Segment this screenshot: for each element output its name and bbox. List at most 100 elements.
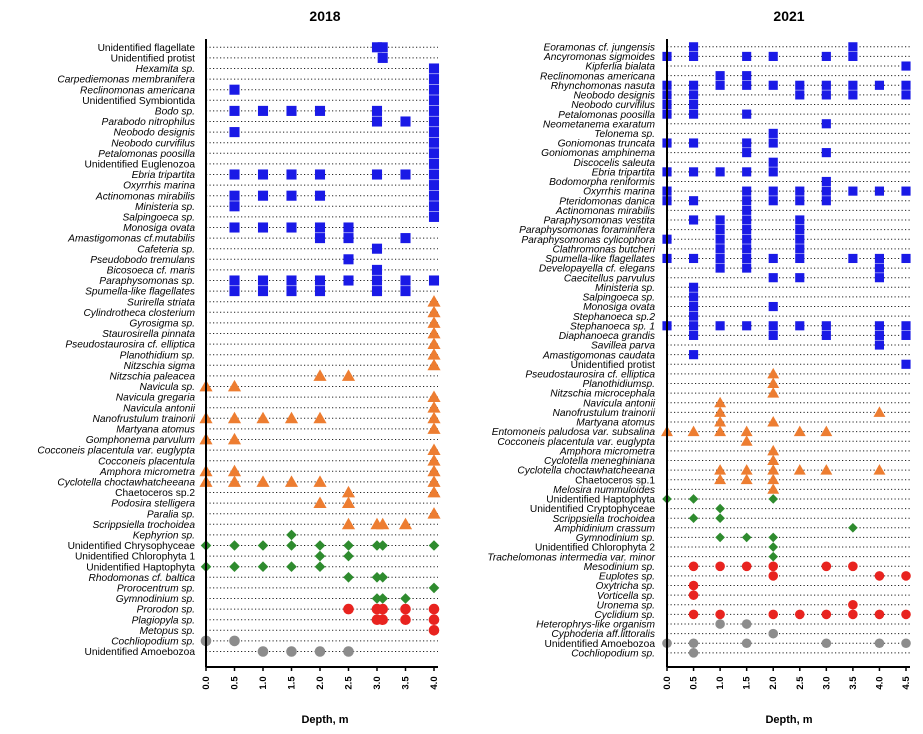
presence-marker-circle-red xyxy=(821,561,832,572)
presence-marker-square xyxy=(874,340,885,350)
presence-marker-triangle xyxy=(767,464,780,475)
presence-marker-square xyxy=(821,176,831,187)
presence-marker-diamond xyxy=(257,561,269,572)
species-label: Martyana atomus xyxy=(576,418,655,429)
presence-marker-diamond xyxy=(257,540,269,551)
presence-marker-square xyxy=(229,190,240,201)
presence-marker-square xyxy=(314,275,326,286)
presence-marker-square xyxy=(795,225,805,235)
presence-marker-square xyxy=(688,42,699,52)
presence-marker-square xyxy=(768,80,778,90)
panel-2018: 2018 Depth, m Unidentified flagellateUni… xyxy=(37,8,441,726)
presence-marker-triangle xyxy=(767,444,780,456)
presence-marker-triangle xyxy=(284,475,299,487)
species-label: Unidentified Cryptophyceae xyxy=(530,504,655,515)
presence-marker-square xyxy=(821,119,831,129)
presence-marker-square xyxy=(688,292,699,302)
presence-marker-triangle xyxy=(427,337,441,350)
presence-marker-square xyxy=(428,169,440,180)
presence-marker-square xyxy=(901,90,911,100)
species-label: Scrippsiella trochoidea xyxy=(93,520,196,531)
presence-marker-circle-grey xyxy=(688,638,699,649)
species-label: Prorocentrum sp. xyxy=(117,584,195,595)
presence-marker-triangle xyxy=(427,401,441,413)
species-label: Cyphoderia aff.littoralis xyxy=(551,629,655,640)
species-label: Oxytricha sp. xyxy=(596,581,655,592)
presence-marker-square xyxy=(688,80,699,90)
presence-marker-square xyxy=(428,116,440,127)
species-label: Chaetoceros sp.2 xyxy=(115,488,195,499)
presence-marker-square xyxy=(229,201,240,212)
presence-marker-triangle xyxy=(873,406,886,417)
presence-marker-triangle xyxy=(313,411,327,424)
presence-marker-triangle xyxy=(427,390,441,403)
species-label: Nitzschia sigma xyxy=(124,361,196,372)
presence-marker-diamond xyxy=(768,532,779,543)
species-label: Goniomonas truncata xyxy=(558,139,656,150)
species-label: Monosiga ovata xyxy=(583,302,655,313)
presence-marker-square xyxy=(688,109,699,119)
presence-marker-square xyxy=(821,196,831,206)
species-label: Martyana atomus xyxy=(116,425,195,436)
presence-marker-square xyxy=(848,186,858,196)
species-label: Parabodo nitrophilus xyxy=(102,117,195,128)
x-tick-label: 4.5 xyxy=(901,676,912,690)
presence-marker-square xyxy=(742,244,752,254)
presence-marker-square xyxy=(768,196,778,206)
species-label: Nanofrustulum trainorii xyxy=(553,408,656,419)
presence-marker-square xyxy=(428,63,440,74)
species-label: Amphidinium crassum xyxy=(554,523,656,534)
x-axis-label: Depth, m xyxy=(301,714,348,726)
species-label: Unidentified Chlorophyta 1 xyxy=(75,552,195,563)
presence-marker-square xyxy=(715,225,725,235)
presence-marker-square xyxy=(371,264,383,275)
presence-marker-square xyxy=(795,186,805,196)
species-label: Nitzschia paleacea xyxy=(109,372,195,383)
presence-marker-square xyxy=(742,80,752,90)
species-label: Developayella cf. elegans xyxy=(539,264,655,275)
presence-marker-diamond xyxy=(715,503,725,514)
presence-marker-diamond xyxy=(343,550,354,562)
presence-marker-square xyxy=(715,167,725,177)
presence-marker-square xyxy=(371,243,383,254)
species-label: Uronema sp. xyxy=(597,600,655,611)
presence-marker-square xyxy=(821,330,831,340)
presence-marker-circle-red xyxy=(848,609,858,620)
presence-marker-square xyxy=(428,95,440,106)
presence-marker-square xyxy=(821,148,831,158)
species-label: Amphora micrometra xyxy=(559,446,655,457)
species-label: Ancyromonas sigmoides xyxy=(543,52,655,63)
presence-marker-square xyxy=(257,222,269,233)
presence-marker-square xyxy=(229,222,240,233)
presence-marker-square xyxy=(314,190,326,201)
presence-marker-square xyxy=(795,234,805,244)
presence-marker-square xyxy=(371,42,383,53)
species-label: Metopus sp. xyxy=(140,626,196,637)
presence-marker-square xyxy=(848,90,858,100)
presence-marker-square xyxy=(343,275,354,286)
species-label: Ministeria sp. xyxy=(135,202,195,213)
presence-marker-square xyxy=(874,273,885,283)
presence-marker-square xyxy=(428,211,440,222)
presence-marker-triangle xyxy=(714,473,727,485)
species-label: Clathromonas butcheri xyxy=(553,244,656,255)
presence-marker-square xyxy=(314,233,326,244)
presence-marker-square xyxy=(715,253,725,264)
presence-marker-circle-red xyxy=(377,603,389,615)
presence-marker-square xyxy=(371,105,383,116)
presence-marker-square xyxy=(688,138,699,148)
species-label: Cocconeis placentula xyxy=(98,456,195,467)
panel-2021: 2021 Depth, m Eoramonas cf. jungensisAnc… xyxy=(487,8,912,726)
presence-marker-circle-grey xyxy=(343,646,354,657)
presence-marker-circle-red xyxy=(428,603,440,615)
presence-marker-square xyxy=(314,286,326,297)
presence-marker-square xyxy=(848,80,858,90)
species-label: Cyclotella choctawhatcheeana xyxy=(517,466,655,477)
presence-marker-square xyxy=(286,286,297,297)
presence-marker-square xyxy=(768,330,778,340)
presence-marker-triangle xyxy=(227,475,242,487)
presence-marker-square xyxy=(742,321,752,331)
presence-marker-square xyxy=(742,186,752,196)
presence-marker-triangle xyxy=(256,411,270,424)
presence-marker-square xyxy=(821,321,831,331)
